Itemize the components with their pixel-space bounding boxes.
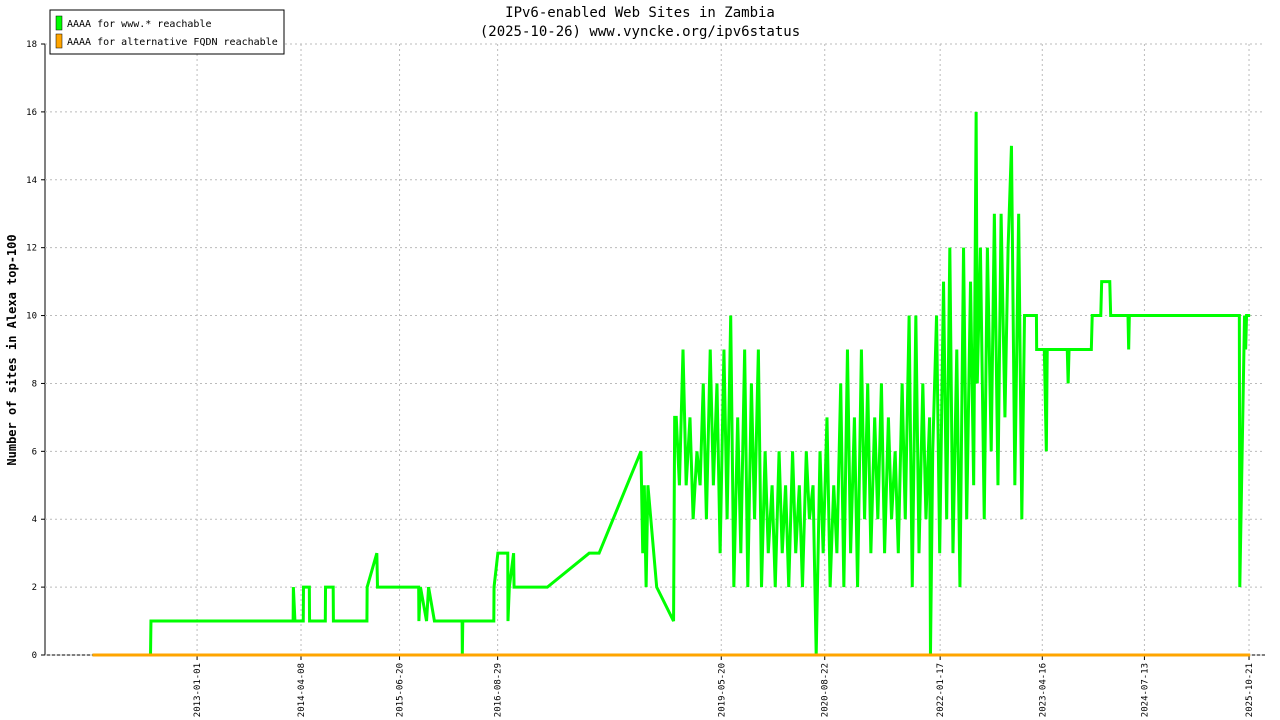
x-tick-label: 2013-01-01 [193, 663, 203, 717]
y-tick-label: 4 [32, 515, 37, 525]
chart-title: IPv6-enabled Web Sites in Zambia [505, 5, 775, 21]
y-tick-label: 2 [32, 583, 37, 593]
x-tick-label: 2020-08-22 [821, 663, 831, 717]
y-tick-label: 6 [32, 447, 37, 457]
data-line [92, 111, 1251, 657]
legend-label: AAAA for www.* reachable [67, 19, 212, 30]
legend-box [49, 9, 285, 55]
y-tick-label: 0 [32, 651, 37, 661]
x-tick-label: 2025-10-21 [1245, 663, 1255, 717]
y-axis-label: Number of sites in Alexa top-100 [5, 234, 19, 465]
y-tick-label: 10 [26, 312, 37, 322]
x-tick-label: 2014-04-08 [297, 663, 307, 717]
legend-swatch [55, 15, 63, 31]
x-tick-label: 2024-07-13 [1140, 663, 1150, 717]
x-tick-label: 2016-08-29 [494, 663, 504, 717]
legend-swatch [55, 33, 63, 49]
x-tick-label: 2023-04-16 [1038, 663, 1048, 717]
y-tick-label: 8 [32, 379, 37, 389]
x-tick-label: 2019-05-20 [717, 663, 727, 717]
x-tick-label: 2022-01-17 [936, 663, 946, 717]
y-tick-label: 16 [26, 108, 37, 118]
chart-subtitle: (2025-10-26) www.vyncke.org/ipv6status [480, 24, 800, 40]
y-tick-label: 14 [26, 176, 37, 186]
x-tick-label: 2015-06-20 [396, 663, 406, 717]
y-tick-label: 12 [26, 244, 37, 254]
legend-label: AAAA for alternative FQDN reachable [67, 37, 278, 48]
y-tick-label: 18 [26, 40, 37, 50]
